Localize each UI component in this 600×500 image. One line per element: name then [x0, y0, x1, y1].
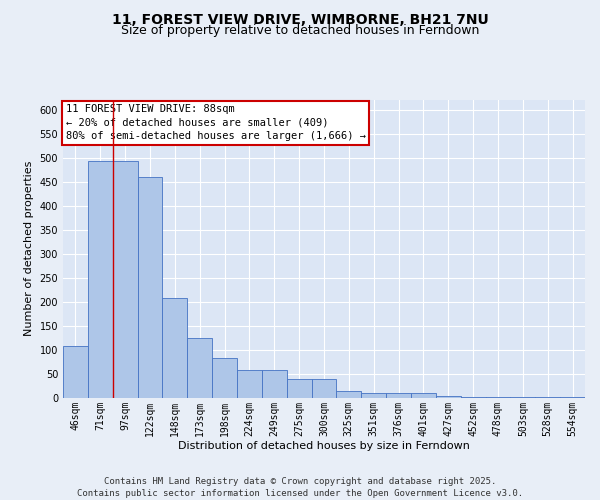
- X-axis label: Distribution of detached houses by size in Ferndown: Distribution of detached houses by size …: [178, 441, 470, 451]
- Bar: [212, 358, 237, 398]
- Bar: [237, 370, 262, 398]
- Bar: [337, 391, 361, 398]
- Bar: [361, 392, 386, 398]
- Bar: [386, 392, 411, 398]
- Bar: [287, 380, 311, 398]
- Bar: [137, 177, 163, 398]
- Y-axis label: Number of detached properties: Number of detached properties: [24, 161, 34, 336]
- Text: Contains HM Land Registry data © Crown copyright and database right 2025.
Contai: Contains HM Land Registry data © Crown c…: [77, 476, 523, 498]
- Bar: [163, 298, 187, 398]
- Bar: [411, 392, 436, 398]
- Text: 11, FOREST VIEW DRIVE, WIMBORNE, BH21 7NU: 11, FOREST VIEW DRIVE, WIMBORNE, BH21 7N…: [112, 12, 488, 26]
- Bar: [436, 396, 461, 398]
- Bar: [511, 396, 535, 398]
- Text: 11 FOREST VIEW DRIVE: 88sqm
← 20% of detached houses are smaller (409)
80% of se: 11 FOREST VIEW DRIVE: 88sqm ← 20% of det…: [65, 104, 365, 141]
- Bar: [262, 370, 287, 398]
- Bar: [88, 161, 113, 398]
- Bar: [485, 396, 511, 398]
- Bar: [113, 161, 137, 398]
- Bar: [187, 338, 212, 398]
- Text: Size of property relative to detached houses in Ferndown: Size of property relative to detached ho…: [121, 24, 479, 37]
- Bar: [63, 346, 88, 398]
- Bar: [461, 396, 485, 398]
- Bar: [311, 380, 337, 398]
